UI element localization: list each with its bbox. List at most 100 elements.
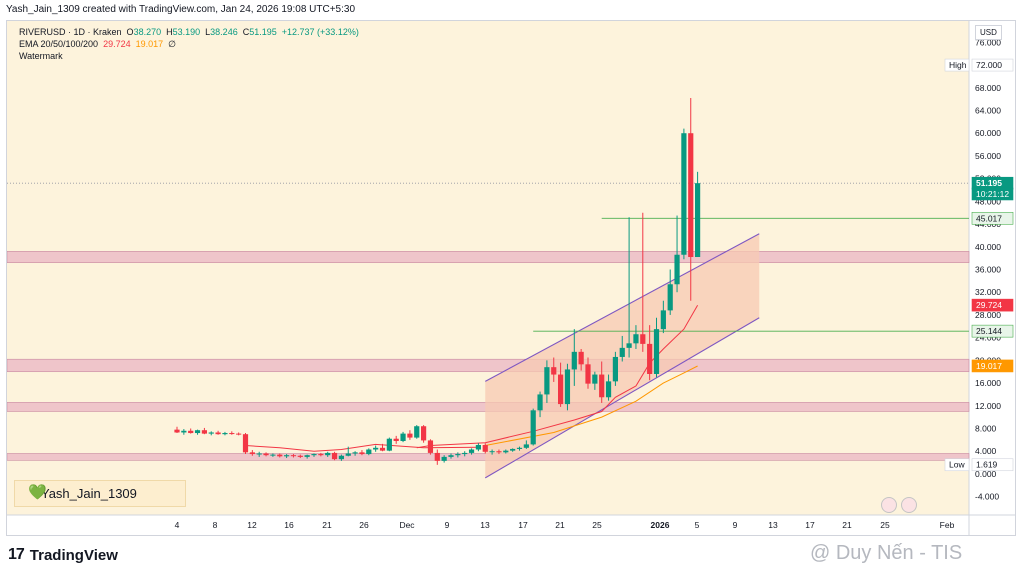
price-axis-tick: 12.000 (975, 401, 1001, 411)
price-axis-tick: 24.000 (975, 333, 1001, 343)
candle-body (585, 364, 591, 384)
candle-body (194, 430, 201, 434)
price-label-value: 51.195 (976, 178, 1002, 188)
price-axis-tick: 56.000 (975, 151, 1001, 161)
candle-body (503, 450, 509, 453)
heart-icon: 💚 (28, 484, 47, 501)
candle-body (407, 433, 413, 438)
time-axis-tick: 8 (213, 520, 218, 530)
price-axis-tick: -4.000 (975, 492, 999, 502)
time-axis-tick: 21 (842, 520, 852, 530)
candle-body (681, 133, 687, 255)
watermark-text: @ Duy Nến - TIS (810, 542, 963, 564)
ema20-line (416, 305, 699, 449)
tradingview-logo-icon: 17 (8, 546, 25, 563)
chart-frame[interactable]: 76.00072.00068.00064.00060.00056.00052.0… (6, 20, 1016, 536)
price-label-box (971, 58, 1014, 72)
price-axis-tick: 36.000 (975, 265, 1001, 275)
time-axis-tick: 16 (284, 520, 294, 530)
ema-legend[interactable]: EMA 20/50/100/200 29.724 19.017 ∅ (19, 39, 176, 50)
price-label-box (971, 298, 1014, 312)
us-flag-icon[interactable] (901, 497, 917, 513)
candle-body (427, 440, 434, 453)
time-axis-tick: 2026 (651, 520, 670, 530)
time-axis-tick: 26 (359, 520, 369, 530)
price-axis-tick: 76.000 (975, 37, 1001, 47)
candle-body (434, 452, 440, 461)
us-flag-icon[interactable] (881, 497, 897, 513)
price-axis-tick: 0.000 (975, 469, 997, 479)
candle-body (222, 433, 228, 435)
candle-body (311, 454, 317, 456)
candle-body (612, 356, 618, 382)
candle-body (270, 454, 276, 456)
candle-body (181, 430, 187, 433)
watermark: @ Duy Nến - TIS (810, 542, 962, 565)
watermark-legend[interactable]: Watermark (19, 51, 63, 61)
candle-body (482, 444, 488, 452)
price-axis-tick: 32.000 (975, 287, 1001, 297)
currency-label[interactable]: USD (975, 25, 1002, 40)
channel-lower-line (484, 317, 760, 479)
candle-body (626, 343, 632, 348)
candle-body (215, 432, 221, 435)
candle-body (516, 447, 523, 449)
time-axis-tick: 12 (247, 520, 257, 530)
price-label-value: 45.017 (976, 213, 1002, 223)
candle-body (523, 444, 529, 448)
candle-body (688, 133, 694, 258)
candle-body (174, 429, 180, 433)
time-axis-tick: Feb (940, 520, 955, 530)
candle-body (256, 453, 262, 455)
high-label: H (166, 27, 173, 37)
candle-body (475, 444, 481, 450)
chart-created-line: Yash_Jain_1309 created with TradingView.… (6, 4, 356, 15)
candle-body (379, 447, 386, 451)
tradingview-brand[interactable]: 17 TradingView (8, 546, 118, 564)
candlestick-chart[interactable]: 76.00072.00068.00064.00060.00056.00052.0… (7, 21, 1015, 535)
candle-body (201, 430, 207, 434)
time-axis-tick: 25 (592, 520, 602, 530)
candle-body (393, 438, 399, 441)
candle-body (448, 455, 454, 457)
candle-body (249, 452, 255, 455)
candle-body (263, 453, 269, 456)
candle-body (366, 449, 372, 455)
candle-body (414, 426, 420, 438)
candle-body (338, 455, 344, 460)
candle-body (468, 449, 475, 453)
price-label-box (971, 458, 1014, 472)
close-value: 51.195 (249, 27, 277, 37)
time-axis-tick: 17 (518, 520, 528, 530)
candle-body (674, 254, 680, 285)
candle-body (229, 433, 235, 435)
candle-body (571, 351, 577, 370)
candle-body (558, 374, 564, 405)
candle-body (236, 433, 242, 435)
signature-box: Yash_Jain_1309 (14, 480, 186, 507)
ema-label[interactable]: EMA 20/50/100/200 (19, 39, 99, 49)
candle-body (544, 367, 550, 395)
candle-body (277, 454, 283, 457)
candle-body (331, 452, 338, 460)
candle-body (441, 456, 447, 461)
time-axis-tick: 9 (445, 520, 450, 530)
candle-body (640, 334, 646, 344)
candle-body (188, 430, 194, 434)
symbol-label[interactable]: RIVERUSD · 1D · Kraken (19, 27, 122, 37)
support-zone (7, 358, 970, 373)
candle-body (633, 334, 639, 344)
price-axis-tick: 8.000 (975, 424, 997, 434)
price-axis-tick: 40.000 (975, 242, 1001, 252)
candle-body (304, 455, 310, 457)
ohlc-legend[interactable]: RIVERUSD · 1D · Kraken O38.270 H53.190 L… (19, 27, 359, 37)
candle-body (352, 452, 358, 454)
candle-body (551, 367, 557, 375)
candle-body (592, 374, 598, 384)
price-label-value: 25.144 (976, 326, 1002, 336)
candle-body (537, 394, 543, 411)
price-axis-tick: 48.000 (975, 196, 1001, 206)
candle-body (359, 452, 365, 455)
candle-body (599, 374, 605, 398)
price-label-tag-text: Low (949, 460, 965, 470)
